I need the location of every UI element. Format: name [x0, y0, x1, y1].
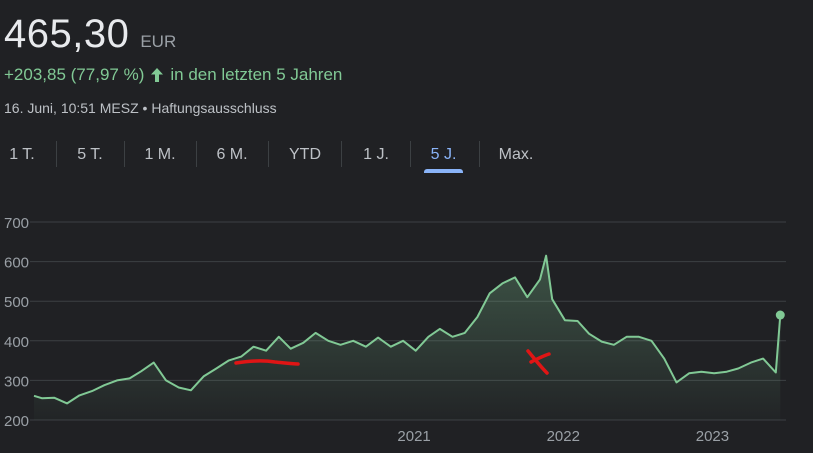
y-tick-label: 700: [4, 215, 29, 232]
price-change-value: +203,85 (77,97 %): [4, 65, 145, 84]
x-axis-ticks: 2021 2022 2023: [397, 428, 729, 445]
last-point-marker: [775, 310, 785, 320]
tab-divider: [479, 141, 480, 167]
red-underline-annotation: [234, 359, 300, 366]
y-axis-ticks: 700 600 500 400 300 200: [4, 215, 29, 430]
price-chart[interactable]: 700 600 500 400 300 200 2021 2022 2023: [0, 200, 813, 453]
range-tabs: 1 T. 5 T. 1 M. 6 M. YTD 1 J. 5 J. Max.: [0, 137, 560, 173]
y-tick-label: 200: [4, 413, 29, 430]
tab-divider: [124, 141, 125, 167]
tab-1-day[interactable]: 1 T.: [9, 146, 35, 163]
red-cross-annotation: [526, 349, 551, 375]
price-change-period: in den letzten 5 Jahren: [170, 65, 343, 84]
series-layer: [33, 254, 785, 420]
y-tick-label: 500: [4, 294, 29, 311]
annotation-layer: [234, 349, 551, 375]
x-tick-label: 2022: [547, 428, 580, 445]
tab-divider: [410, 141, 411, 167]
tab-5-days[interactable]: 5 T.: [77, 146, 103, 163]
series-area: [34, 255, 781, 420]
tab-6-months[interactable]: 6 M.: [216, 146, 248, 163]
current-price: 465,30: [4, 12, 130, 56]
y-tick-label: 600: [4, 255, 29, 272]
x-tick-label: 2023: [696, 428, 729, 445]
tab-1-month[interactable]: 1 M.: [144, 146, 176, 163]
quote-header: 465,30 EUR: [4, 12, 176, 57]
quote-timestamp: 16. Juni, 10:51 MESZ: [4, 100, 139, 116]
currency-label: EUR: [140, 32, 177, 51]
tab-divider: [341, 141, 342, 167]
x-tick-label: 2021: [397, 428, 430, 445]
meta-separator: •: [142, 100, 148, 116]
tab-1-year[interactable]: 1 J.: [363, 146, 389, 163]
price-change-row: +203,85 (77,97 %) in den letzten 5 Jahre…: [4, 65, 342, 85]
disclaimer-link[interactable]: Haftungsausschluss: [151, 100, 277, 116]
tab-divider: [56, 141, 57, 167]
tab-divider: [196, 141, 197, 167]
quote-meta: 16. Juni, 10:51 MESZ • Haftungsausschlus…: [4, 100, 277, 116]
y-tick-label: 400: [4, 334, 29, 351]
tab-5-years[interactable]: 5 J.: [424, 137, 463, 173]
tab-ytd[interactable]: YTD: [289, 146, 321, 163]
tab-max[interactable]: Max.: [498, 146, 534, 163]
series-line: [33, 254, 782, 405]
tab-divider: [268, 141, 269, 167]
arrow-up-icon: [150, 67, 164, 83]
y-tick-label: 300: [4, 373, 29, 390]
active-tab-indicator: [424, 169, 463, 173]
